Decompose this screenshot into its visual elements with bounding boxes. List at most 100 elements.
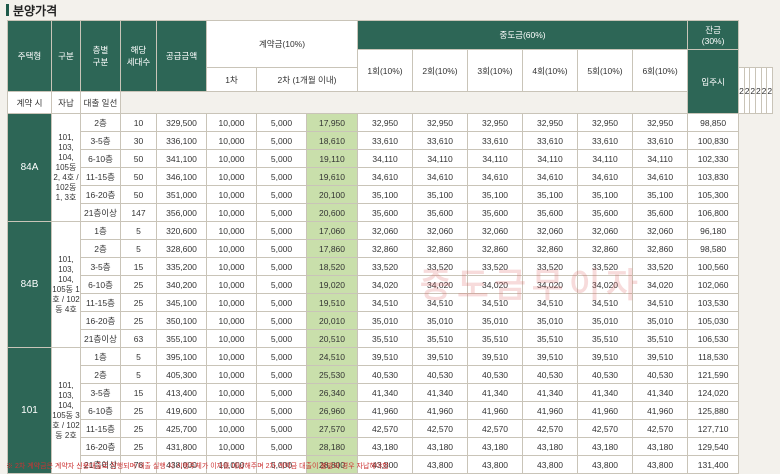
unit-type: 84B xyxy=(7,221,52,348)
cell-mid-3: 42,570 xyxy=(467,419,524,438)
cell-mid-5: 43,800 xyxy=(577,455,634,474)
cell-dep2-loan: 20,100 xyxy=(305,185,359,204)
cell-mid-6: 39,510 xyxy=(632,347,689,366)
table-row: 101 101, 103, 104, 105동 3호 / 102동 2호 1층 5 39… xyxy=(7,347,773,474)
cell-balance: 129,540 xyxy=(687,437,740,456)
cell-mid-6: 33,610 xyxy=(632,131,689,150)
cell-balance: 102,330 xyxy=(687,149,740,168)
cell-mid-5: 33,520 xyxy=(577,257,634,276)
cell-mid-5: 35,600 xyxy=(577,203,634,222)
cell-floor: 11-15층 xyxy=(80,167,121,186)
cell-mid-2: 43,180 xyxy=(412,437,469,456)
cell-mid-4: 34,110 xyxy=(522,149,579,168)
footnote: ※ 2차 계약금은 계약자 신용대출로 진행되며 대출 실행 시 시행주체가 이… xyxy=(6,463,389,470)
cell-supply-price: 320,600 xyxy=(156,221,207,240)
building-group: 101, 103, 104, 105동 2, 4호 / 102동 1, 3호 xyxy=(51,113,81,222)
cell-dep2-self: 5,000 xyxy=(256,293,307,312)
cell-mid-2: 33,610 xyxy=(412,131,469,150)
cell-balance: 100,560 xyxy=(687,257,740,276)
cell-mid-4: 33,610 xyxy=(522,131,579,150)
cell-mid-5: 43,180 xyxy=(577,437,634,456)
cell-supply-price: 350,100 xyxy=(156,311,207,330)
cell-balance: 125,880 xyxy=(687,401,740,420)
cell-mid-4: 35,600 xyxy=(522,203,579,222)
cell-mid-4: 40,530 xyxy=(522,365,579,384)
cell-mid-1: 35,600 xyxy=(357,203,414,222)
cell-floor: 11-15층 xyxy=(80,419,121,438)
cell-dep2-self: 5,000 xyxy=(256,365,307,384)
cell-dep2-self: 5,000 xyxy=(256,437,307,456)
cell-dep1: 10,000 xyxy=(206,149,257,168)
cell-dep2-self: 5,000 xyxy=(256,167,307,186)
cell-mid-1: 32,060 xyxy=(357,221,414,240)
cell-balance: 106,530 xyxy=(687,329,740,348)
cell-floor: 3-5층 xyxy=(80,383,121,402)
cell-dep2-self: 5,000 xyxy=(256,401,307,420)
header-deposit: 계약금(10%) xyxy=(205,20,359,68)
cell-mid-2: 35,100 xyxy=(412,185,469,204)
cell-dep1: 10,000 xyxy=(206,221,257,240)
cell-mid-3: 43,800 xyxy=(467,455,524,474)
cell-mid-6: 35,600 xyxy=(632,203,689,222)
cell-mid-2: 41,960 xyxy=(412,401,469,420)
cell-units: 25 xyxy=(120,275,157,294)
cell-dep2-loan: 19,610 xyxy=(305,167,359,186)
cell-units: 63 xyxy=(120,329,157,348)
cell-mid-6: 41,340 xyxy=(632,383,689,402)
cell-floor: 1층 xyxy=(80,347,121,366)
cell-mid-3: 34,610 xyxy=(467,167,524,186)
header-group: 구분 xyxy=(51,20,81,92)
cell-mid-3: 43,180 xyxy=(467,437,524,456)
cell-mid-1: 34,610 xyxy=(357,167,414,186)
cell-mid-2: 42,570 xyxy=(412,419,469,438)
cell-floor: 6-10층 xyxy=(80,401,121,420)
cell-dep1: 10,000 xyxy=(206,347,257,366)
header-mid-round-6: 6회(10%) xyxy=(632,49,689,92)
cell-balance: 124,020 xyxy=(687,383,740,402)
cell-balance: 103,830 xyxy=(687,167,740,186)
cell-mid-6: 32,860 xyxy=(632,239,689,258)
cell-floor: 16-20층 xyxy=(80,437,121,456)
cell-mid-5: 35,510 xyxy=(577,329,634,348)
cell-mid-4: 32,860 xyxy=(522,239,579,258)
table-row: 21층이상 78 438,000 10,000 5,000 28,800 43,800 43,… xyxy=(8,455,773,474)
cell-balance: 98,580 xyxy=(687,239,740,258)
cell-mid-4: 43,800 xyxy=(522,455,579,474)
cell-mid-3: 40,530 xyxy=(467,365,524,384)
cell-supply-price: 413,400 xyxy=(156,383,207,402)
cell-supply-price: 341,100 xyxy=(156,149,207,168)
cell-mid-2: 34,510 xyxy=(412,293,469,312)
cell-units: 30 xyxy=(120,131,157,150)
cell-mid-6: 34,110 xyxy=(632,149,689,168)
cell-floor: 16-20층 xyxy=(80,311,121,330)
cell-mid-1: 43,180 xyxy=(357,437,414,456)
cell-dep2-self: 5,000 xyxy=(256,257,307,276)
cell-mid-1: 35,510 xyxy=(357,329,414,348)
cell-dep2-loan: 20,510 xyxy=(305,329,359,348)
cell-floor: 21층이상 xyxy=(80,203,121,222)
cell-mid-5: 34,510 xyxy=(577,293,634,312)
header-dep1-on-contract: 계약 시 xyxy=(7,91,52,114)
cell-mid-6: 35,510 xyxy=(632,329,689,348)
cell-dep1: 10,000 xyxy=(206,365,257,384)
title-accent-bar xyxy=(6,4,9,16)
header-floor: 층별 구분 xyxy=(80,20,121,92)
cell-dep2-self: 5,000 xyxy=(256,149,307,168)
cell-units: 25 xyxy=(120,419,157,438)
cell-mid-4: 34,020 xyxy=(522,275,579,294)
table-row: 16-20층 50 351,000 10,000 5,000 20,100 35,100 35… xyxy=(8,185,773,204)
cell-units: 147 xyxy=(120,203,157,222)
cell-mid-6: 34,510 xyxy=(632,293,689,312)
cell-units: 10 xyxy=(120,113,157,132)
cell-mid-1: 35,010 xyxy=(357,311,414,330)
cell-dep1: 10,000 xyxy=(206,383,257,402)
table-body: 84A 101, 103, 104, 105동 2, 4호 / 102동 1, 3… xyxy=(7,113,773,474)
cell-mid-4: 33,520 xyxy=(522,257,579,276)
cell-mid-1: 34,110 xyxy=(357,149,414,168)
cell-mid-6: 33,520 xyxy=(632,257,689,276)
cell-dep2-loan: 20,600 xyxy=(305,203,359,222)
cell-dep2-self: 5,000 xyxy=(256,311,307,330)
cell-floor: 1층 xyxy=(80,221,121,240)
cell-dep1: 10,000 xyxy=(206,275,257,294)
cell-mid-3: 35,100 xyxy=(467,185,524,204)
